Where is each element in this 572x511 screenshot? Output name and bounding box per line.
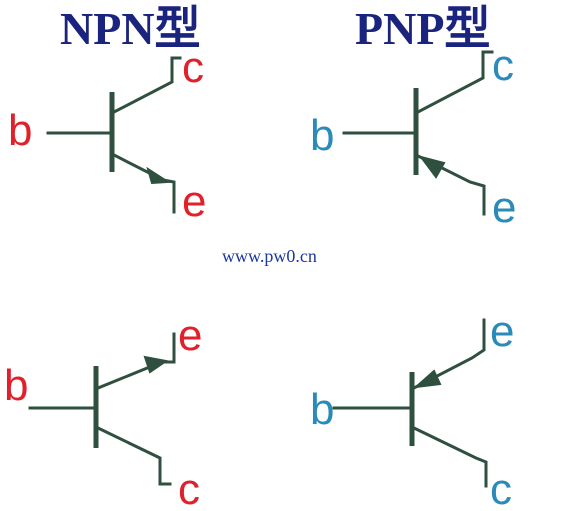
pnp-bottom-collector-label: c [490, 465, 512, 511]
collector-lead [415, 50, 494, 115]
pnp-title: PNP型 [355, 3, 490, 54]
pnp-transistor-bottom: b e c [310, 307, 514, 511]
npn-top-emitter-label: e [182, 177, 206, 226]
collector-lead [111, 56, 182, 115]
emitter-arrow [412, 369, 442, 389]
emitter-lead [111, 152, 176, 214]
npn-top-collector-label: c [182, 43, 204, 92]
pnp-transistor-top: b c e [310, 41, 516, 232]
emitter-arrow [143, 355, 169, 374]
emitter-lead [96, 332, 176, 390]
npn-title: NPN型 [60, 3, 201, 54]
emitter-arrow [146, 166, 172, 185]
npn-bottom-collector-label: c [178, 465, 200, 511]
pnp-bottom-base-label: b [310, 385, 334, 434]
pnp-top-emitter-label: e [492, 183, 516, 232]
npn-transistor-top: b c e [8, 43, 206, 226]
npn-top-base-label: b [8, 106, 32, 155]
emitter-lead [411, 318, 486, 391]
npn-bottom-emitter-label: e [178, 311, 202, 360]
emitter-lead [415, 153, 486, 216]
pnp-top-collector-label: c [492, 41, 514, 90]
collector-lead [95, 425, 172, 486]
pnp-top-base-label: b [310, 111, 334, 160]
npn-transistor-bottom: b e c [4, 311, 202, 511]
collector-lead [411, 425, 488, 488]
emitter-arrow [418, 155, 446, 179]
watermark-text: www.pw0.cn [222, 246, 317, 266]
npn-bottom-base-label: b [4, 361, 28, 410]
pnp-bottom-emitter-label: e [490, 307, 514, 356]
